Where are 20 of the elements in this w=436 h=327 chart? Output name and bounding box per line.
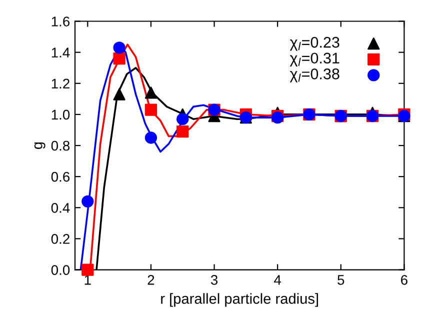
y-axis-title: g	[34, 142, 46, 149]
y-tick-label: 1.2	[52, 78, 70, 88]
x-tick-label: 5	[338, 275, 344, 285]
x-tick-label: 3	[210, 275, 218, 285]
y-tick-label: 0.2	[51, 234, 70, 244]
y-tick-label: 1.0	[52, 110, 70, 120]
y-tick-label: 0.6	[51, 172, 70, 182]
x-tick-label: 2	[148, 275, 154, 285]
y-tick-label: 0.8	[51, 140, 70, 151]
x-tick-label: 1	[84, 275, 91, 285]
y-tick-label: 0.0	[51, 265, 70, 275]
y-tick-label: 1.6	[52, 16, 70, 26]
legend-label: χ$_{l}$=0.23	[290, 36, 340, 51]
y-tick-label: 0.4	[51, 202, 70, 213]
x-axis-title: r [parallel particle radius]	[161, 293, 318, 307]
legend-label: χ$_{l}$=0.38	[290, 68, 340, 82]
legend-label: χ$_{l}$=0.31	[290, 52, 340, 67]
x-tick-label: 6	[401, 275, 408, 285]
y-tick-label: 1.4	[52, 48, 70, 58]
x-tick-label: 4	[274, 275, 282, 285]
